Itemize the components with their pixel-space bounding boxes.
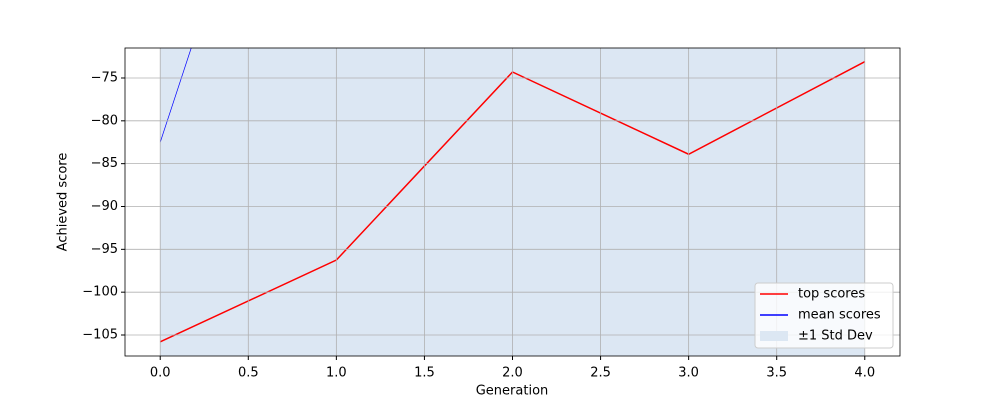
- y-tick-label: −95: [91, 242, 118, 257]
- y-tick-label: −105: [82, 328, 118, 343]
- x-tick-label: 2.5: [590, 366, 611, 381]
- x-tick-label: 1.0: [326, 366, 347, 381]
- x-axis-label: Generation: [476, 384, 549, 399]
- series-line: [159, 48, 192, 143]
- x-tick-label: 0.5: [238, 366, 259, 381]
- x-tick-label: 4.0: [854, 366, 875, 381]
- x-tick-label: 2.0: [502, 366, 523, 381]
- y-tick-label: −80: [91, 113, 118, 128]
- y-tick-label: −75: [91, 70, 118, 85]
- y-tick-label: −90: [91, 199, 118, 214]
- y-tick-label: −85: [91, 156, 118, 171]
- y-tick-label: −100: [82, 285, 118, 300]
- legend-label: mean scores: [798, 308, 881, 323]
- x-tick-label: 0.0: [150, 366, 171, 381]
- legend: top scores mean scores ±1 Std Dev: [754, 282, 894, 349]
- axes-frame: [124, 47, 901, 357]
- legend-label: top scores: [798, 287, 865, 302]
- legend-swatch: [760, 331, 788, 341]
- legend-label: ±1 Std Dev: [798, 329, 873, 344]
- y-axis-label: Achieved score: [56, 153, 71, 252]
- x-tick-label: 3.0: [678, 366, 699, 381]
- x-tick-label: 1.5: [414, 366, 435, 381]
- x-tick-label: 3.5: [766, 366, 787, 381]
- legend-box: [754, 282, 894, 349]
